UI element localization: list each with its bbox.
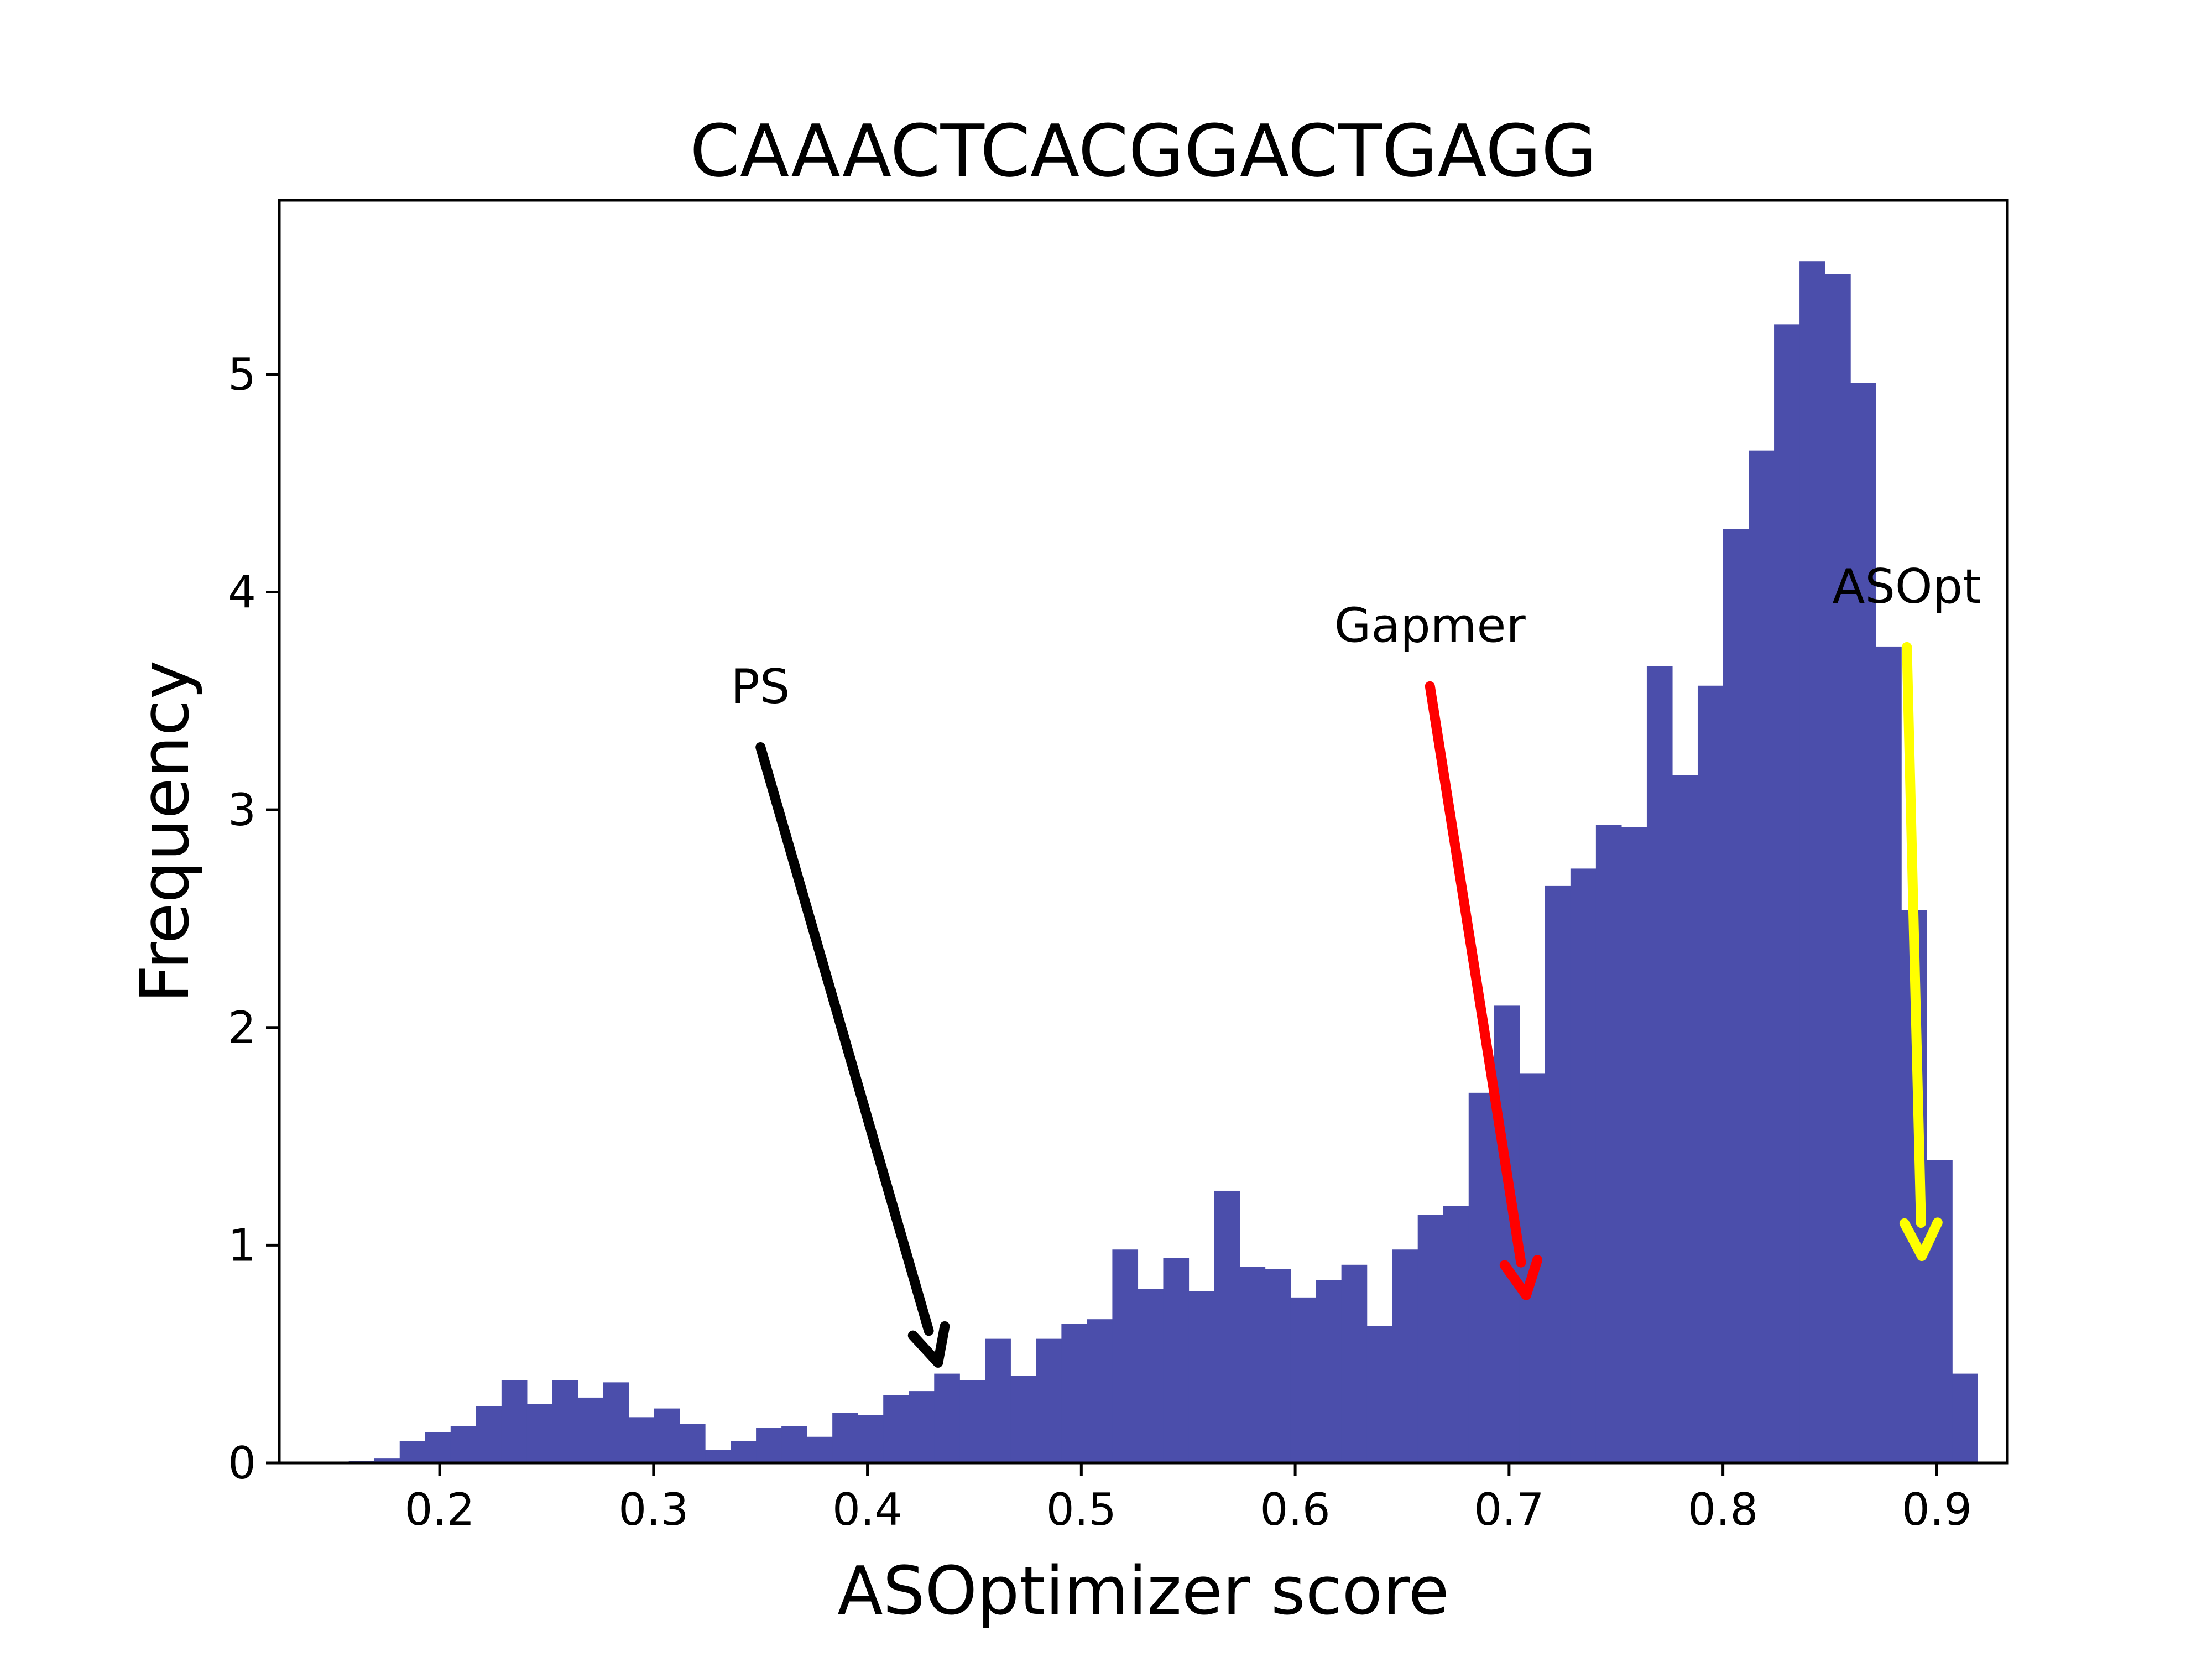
x-tick-label: 0.4 xyxy=(832,1484,902,1535)
histogram-bar xyxy=(425,1432,451,1463)
histogram-bar xyxy=(858,1415,884,1463)
x-axis-ticks: 0.2 0.3 0.4 0.5 0.6 0.7 0.8 0.9 xyxy=(404,1463,1972,1535)
histogram-bar xyxy=(1545,885,1571,1463)
histogram-bar xyxy=(731,1441,757,1463)
histogram-bar xyxy=(1366,1326,1393,1463)
histogram-bar xyxy=(1952,1373,1978,1463)
x-axis-label: ASOptimizer score xyxy=(837,1553,1449,1630)
y-tick-label: 2 xyxy=(228,1002,256,1054)
histogram-bar xyxy=(909,1391,935,1463)
annotation-arrow-head xyxy=(1499,1254,1543,1300)
histogram-bar xyxy=(985,1338,1011,1463)
y-tick-label: 3 xyxy=(228,784,256,836)
histogram-bar xyxy=(526,1404,553,1463)
histogram-bar xyxy=(1036,1338,1062,1463)
histogram-bar xyxy=(807,1436,833,1463)
histogram-bar xyxy=(1697,685,1724,1463)
annotation-label: PS xyxy=(731,659,790,715)
plot-frame xyxy=(278,199,2009,1465)
histogram-bar xyxy=(705,1450,731,1463)
histogram-bar xyxy=(552,1380,578,1463)
histogram-bar xyxy=(501,1380,528,1463)
histogram-bar xyxy=(476,1406,502,1463)
histogram-bar xyxy=(1876,646,1902,1463)
histogram-bar xyxy=(832,1413,858,1463)
x-tick-label: 0.9 xyxy=(1902,1484,1972,1535)
histogram-bar xyxy=(781,1426,807,1463)
y-tick-label: 0 xyxy=(228,1437,256,1489)
y-tick-label: 4 xyxy=(228,567,256,618)
histogram-bar xyxy=(1239,1267,1266,1463)
annotations-layer: PS Gapmer ASOpt xyxy=(731,559,1981,1368)
histogram-bar xyxy=(1061,1324,1087,1463)
histogram-bar xyxy=(577,1397,604,1463)
annotation-gapmer: Gapmer xyxy=(1334,598,1543,1300)
histogram-bar xyxy=(399,1441,426,1463)
histogram-bar xyxy=(1799,261,1825,1463)
histogram-bar xyxy=(1570,868,1597,1463)
histogram-bar xyxy=(1188,1291,1215,1463)
annotation-arrow-shaft xyxy=(755,742,934,1336)
annotation-arrow-head xyxy=(1899,1217,1943,1262)
histogram-bar xyxy=(654,1408,680,1463)
y-axis-label: Frequency xyxy=(127,660,204,1003)
histogram-bar xyxy=(1341,1264,1368,1463)
annotation-ps: PS xyxy=(731,659,950,1368)
annotation-asopt: ASOpt xyxy=(1833,559,1981,1262)
x-tick-label: 0.7 xyxy=(1474,1484,1544,1535)
histogram-bar xyxy=(374,1458,400,1463)
histogram-bar xyxy=(1417,1215,1444,1463)
histogram-bar xyxy=(1749,450,1775,1463)
histogram-bar xyxy=(1672,775,1698,1463)
x-tick-label: 0.5 xyxy=(1046,1484,1117,1535)
annotation-label: Gapmer xyxy=(1334,598,1526,654)
histogram-bar xyxy=(1214,1190,1240,1463)
annotation-arrow-shaft xyxy=(1425,681,1526,1268)
histogram-bar xyxy=(934,1373,960,1463)
y-axis-ticks: 0 1 2 3 4 5 xyxy=(228,349,279,1489)
histogram-bar xyxy=(1646,666,1673,1463)
x-tick-label: 0.2 xyxy=(404,1484,474,1535)
annotation-arrow-head xyxy=(907,1321,950,1368)
histogram-bar xyxy=(1087,1319,1113,1463)
histogram-bar xyxy=(1774,324,1800,1463)
y-tick-label: 1 xyxy=(228,1220,256,1271)
histogram-bar xyxy=(1723,529,1749,1463)
histogram-bar xyxy=(603,1382,629,1463)
histogram-bar xyxy=(1468,1092,1495,1463)
histogram-bar xyxy=(1595,825,1622,1463)
histogram-bar xyxy=(1443,1206,1469,1463)
x-tick-label: 0.8 xyxy=(1688,1484,1758,1535)
y-tick-label: 5 xyxy=(228,349,256,400)
histogram-bar xyxy=(1392,1249,1418,1463)
histogram-bar xyxy=(1290,1297,1317,1463)
histogram-bar xyxy=(1316,1280,1342,1463)
histogram-bar xyxy=(959,1380,985,1463)
histogram-bar xyxy=(1927,1160,1953,1463)
histogram-bar xyxy=(628,1417,655,1463)
histogram-bar xyxy=(756,1428,782,1463)
x-tick-label: 0.3 xyxy=(618,1484,688,1535)
histogram-bar xyxy=(1265,1269,1291,1463)
bars-layer xyxy=(348,261,1978,1463)
histogram-bar xyxy=(883,1395,909,1463)
x-tick-label: 0.6 xyxy=(1260,1484,1330,1535)
annotation-arrow-shaft xyxy=(1902,642,1926,1228)
histogram-bar xyxy=(1621,827,1647,1463)
histogram-bar xyxy=(1850,383,1876,1463)
chart-title: CAAACTCACGGACTGAGG xyxy=(690,109,1597,193)
annotation-label: ASOpt xyxy=(1833,559,1981,614)
histogram-bar xyxy=(1163,1258,1190,1463)
histogram-bar xyxy=(1112,1249,1139,1463)
histogram-bar xyxy=(680,1424,706,1463)
histogram-bar xyxy=(450,1426,477,1463)
histogram-bar xyxy=(1138,1289,1164,1463)
histogram-bar xyxy=(1010,1376,1036,1463)
histogram-bar xyxy=(1825,274,1851,1463)
